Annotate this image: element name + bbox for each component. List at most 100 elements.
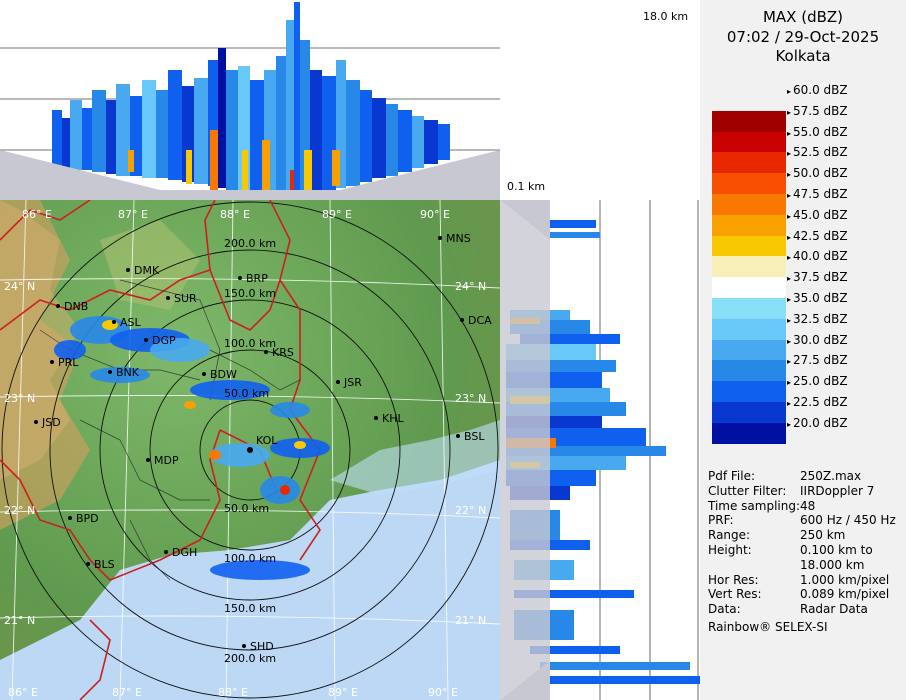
info-value: IIRDoppler 7 — [800, 483, 875, 498]
legend-swatch — [712, 360, 786, 382]
map-range-labels: 200.0 km 150.0 km 100.0 km 50.0 km 50.0 … — [224, 237, 276, 665]
legend-label: 25.0 dBZ — [793, 374, 848, 389]
info-key: Hor Res: — [708, 572, 759, 587]
lat-label: 22° N — [455, 504, 486, 517]
legend-tick-icon: ▸ — [787, 211, 792, 221]
legend-swatch — [712, 235, 786, 257]
info-key: Pdf File: — [708, 469, 756, 483]
lon-label: 88° E — [220, 208, 250, 221]
info-value: Radar Data — [800, 602, 868, 617]
info-key: Vert Res: — [708, 587, 762, 602]
city-label: MDP — [154, 454, 179, 467]
range-label: 150.0 km — [224, 602, 276, 615]
legend-swatch — [712, 402, 786, 423]
info-value: 600 Hz / 450 Hz — [800, 513, 896, 528]
corner-blank — [500, 0, 700, 200]
city-label: BPD — [76, 512, 99, 525]
map-lon-labels: 86° E 87° E 88° E 89° E 90° E 86° E 87° … — [8, 208, 458, 699]
info-value: 18.000 km — [800, 557, 865, 572]
city-label: KOL — [256, 434, 278, 447]
city-label: BDW — [210, 368, 237, 381]
lat-label: 23° N — [4, 392, 35, 405]
info-key: Time sampling: — [708, 498, 801, 513]
city-label: SHD — [250, 640, 274, 653]
legend-swatch — [712, 214, 786, 236]
legend-tick-icon: ▸ — [787, 399, 792, 408]
range-label: 100.0 km — [224, 337, 276, 350]
height-top-label: 18.0 km — [643, 10, 689, 23]
legend-tick-icon: ▸ — [787, 232, 792, 242]
city-label: DMK — [134, 264, 160, 277]
legend-swatch — [712, 298, 786, 319]
lon-label: 89° E — [328, 686, 358, 699]
lat-label: 24° N — [4, 280, 35, 293]
info-key: Data: — [708, 602, 741, 617]
city-label: DGH — [172, 546, 197, 559]
map-cities: MNS DMK BRP SUR DNB ASL DGP DCA KRS PRL … — [34, 232, 492, 653]
info-value: 48 — [800, 498, 816, 513]
range-label: 50.0 km — [224, 502, 269, 515]
city-label: BSL — [464, 430, 485, 443]
legend-label: 27.5 dBZ — [793, 353, 848, 368]
lon-label: 87° E — [118, 208, 148, 221]
info-key: Clutter Filter: — [708, 483, 787, 498]
footer-brand: Rainbow® SELEX-SI — [708, 620, 828, 634]
lon-label: 90° E — [428, 686, 458, 699]
city-label: BLS — [94, 558, 115, 571]
info-value: 250Z.max — [800, 469, 862, 483]
info-value: 0.089 km/pixel — [800, 587, 890, 602]
info-value: 0.100 km to — [800, 543, 873, 557]
city-label: JSD — [41, 416, 61, 429]
station-title: Kolkata — [775, 47, 831, 65]
city-label: JSR — [343, 376, 362, 389]
city-label: DCA — [468, 314, 492, 327]
legend-swatch — [712, 277, 786, 299]
city-label: KRS — [272, 346, 294, 359]
legend-label: 32.5 dBZ — [793, 311, 848, 326]
product-title: MAX (dBZ) — [762, 8, 844, 26]
legend-swatch — [712, 422, 786, 444]
legend-swatch — [712, 131, 786, 153]
city-label: BRP — [246, 272, 268, 285]
legend-tick-icon: ▸ — [787, 295, 792, 304]
map-lat-labels: 24° N 23° N 22° N 21° N 24° N 23° N 22° … — [4, 280, 486, 627]
legend-tick-icon: ▸ — [787, 419, 792, 429]
legend-tick-icon: ▸ — [787, 336, 792, 346]
info-key: Height: — [708, 543, 752, 557]
legend-tick-icon: ▸ — [787, 170, 792, 180]
legend-tick-icon: ▸ — [787, 274, 792, 284]
lon-label: 90° E — [420, 208, 450, 221]
range-label: 50.0 km — [224, 387, 269, 400]
legend-swatch — [712, 110, 786, 132]
legend-swatch — [712, 256, 786, 278]
legend-tick-icon: ▸ — [787, 357, 792, 367]
info-value: 1.000 km/pixel — [800, 572, 890, 587]
legend-tick-icon: ▸ — [787, 378, 792, 388]
top-height-profile — [0, 0, 500, 200]
lon-label: 86° E — [22, 208, 52, 221]
legend-label: 35.0 dBZ — [793, 291, 848, 305]
legend-label: 50.0 dBZ — [793, 166, 848, 181]
legend-swatch — [712, 173, 786, 195]
city-label: PRL — [58, 356, 79, 369]
lon-label: 86° E — [8, 686, 38, 699]
legend-tick-icon: ▸ — [787, 87, 792, 96]
legend-tick-icon: ▸ — [787, 191, 792, 200]
legend-label: 22.5 dBZ — [793, 395, 848, 409]
legend-label: 47.5 dBZ — [793, 187, 848, 201]
legend-label: 57.5 dBZ — [793, 103, 848, 118]
legend-tick-icon: ▸ — [787, 315, 792, 325]
legend-label: 52.5 dBZ — [793, 145, 848, 160]
legend-swatch — [712, 339, 786, 361]
datetime-title: 07:02 / 29-Oct-2025 — [726, 28, 880, 46]
range-label: 150.0 km — [224, 287, 276, 300]
city-label: ASL — [120, 316, 142, 329]
info-value: 250 km — [800, 528, 846, 543]
city-label: BNK — [116, 366, 140, 379]
legend-label: 55.0 dBZ — [793, 124, 848, 139]
legend-swatch — [712, 194, 786, 215]
legend-swatch — [712, 381, 786, 403]
legend-label: 45.0 dBZ — [793, 207, 848, 222]
legend-label: 20.0 dBZ — [793, 415, 848, 430]
